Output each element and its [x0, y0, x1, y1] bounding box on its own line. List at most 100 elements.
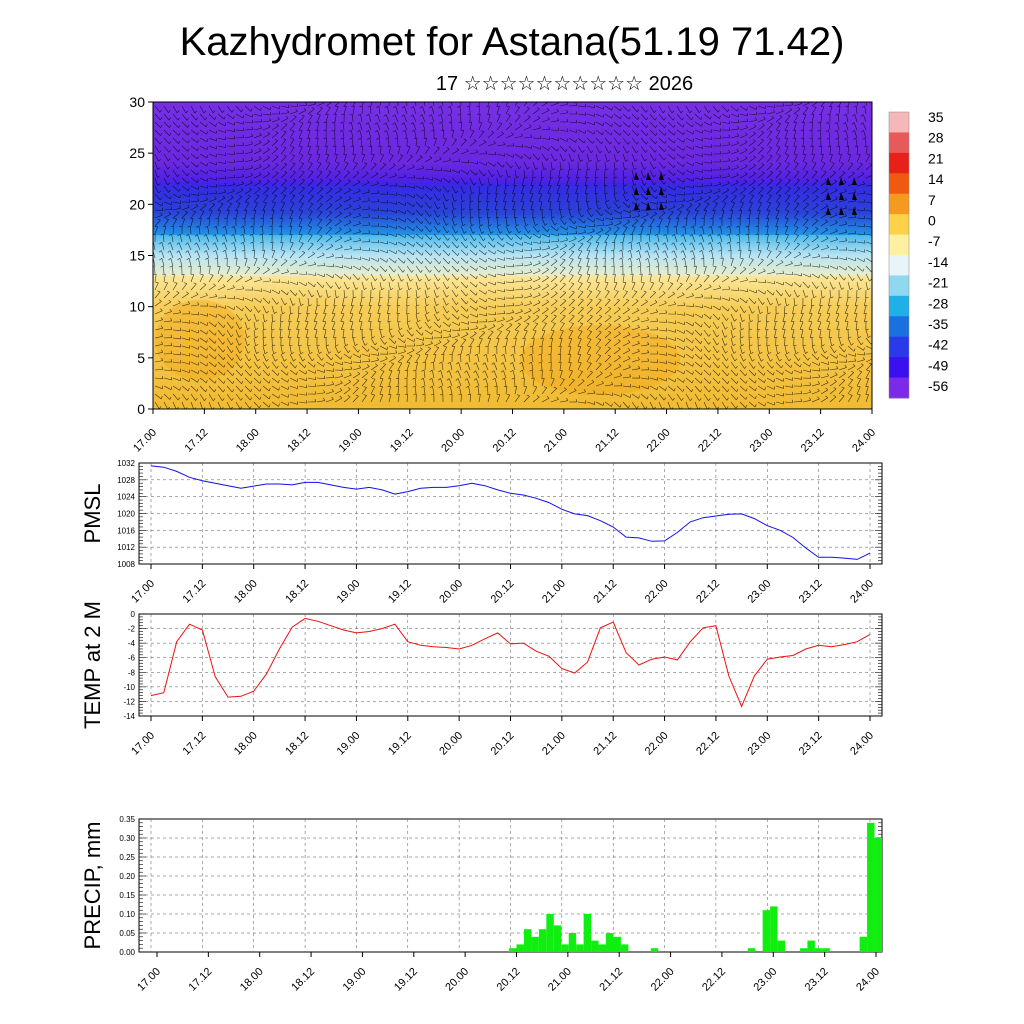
temp-panel: 0 -2 -4 -6 -8 -10 -12 -14 17.00 17.12 18.00 18.12 19…	[80, 601, 883, 758]
precip-bar	[531, 936, 539, 952]
colorbar-label: 21	[928, 150, 944, 166]
x-tick-label: 23.00	[745, 578, 773, 606]
x-tick-label: 19.12	[386, 578, 414, 606]
x-tick-label: 22.12	[694, 578, 722, 606]
x-tick-label: 17.00	[131, 427, 159, 455]
y-tick-label: 0.10	[119, 910, 135, 919]
precip-bar	[523, 929, 532, 952]
y-tick-label: 0.15	[119, 891, 135, 900]
x-tick-label: 21.00	[540, 578, 568, 606]
y-tick-label: 25	[129, 145, 145, 161]
colorbar-label: 14	[928, 171, 944, 187]
x-tick-label: 19.12	[392, 966, 420, 994]
wind-barbs	[153, 102, 872, 409]
x-tick-label: 18.12	[289, 966, 317, 994]
x-tick-label: 19.12	[388, 427, 416, 455]
x-tick-label: 17.12	[181, 578, 209, 606]
x-tick-label: 23.12	[799, 427, 827, 455]
y-tick-label: 15	[129, 248, 145, 264]
precip-bar	[591, 940, 599, 952]
colorbar-label: -21	[928, 275, 948, 291]
precip-bar	[650, 948, 659, 952]
colorbar-swatch	[889, 316, 909, 338]
x-tick-label: 22.12	[694, 730, 722, 758]
y-tick-label: 0.20	[119, 872, 135, 881]
x-tick-label: 18.00	[238, 966, 266, 994]
wind-pennants	[634, 172, 857, 215]
colorbar-label: -7	[928, 233, 941, 249]
y-tick-label: 1028	[117, 476, 135, 485]
precip-bar	[814, 948, 823, 952]
cross-section-panel: 0 5 10 15 20 25 30 17.00 17.12 18.00 18.12 19.00 19.…	[129, 94, 878, 455]
y-tick-label: 1016	[117, 526, 135, 535]
y-tick-label: -14	[123, 712, 135, 721]
x-tick-label: 23.12	[797, 730, 825, 758]
y-axis-label: PMSL	[80, 484, 105, 544]
x-tick-label: 19.12	[386, 730, 414, 758]
precip-bar	[613, 936, 621, 952]
x-tick-label: 23.00	[747, 427, 775, 455]
colorbar-label: 7	[928, 192, 936, 208]
colorbar-swatch	[889, 132, 909, 154]
warm-core	[155, 300, 245, 380]
precip-bar	[807, 940, 815, 952]
x-tick-label: 22.00	[643, 578, 671, 606]
precip-bar	[762, 910, 771, 952]
precip-bar	[598, 944, 607, 952]
x-tick-label: 23.12	[803, 966, 831, 994]
y-tick-label: 0.30	[119, 834, 135, 843]
x-tick-label: 20.12	[489, 730, 517, 758]
x-tick-label: 17.12	[181, 730, 209, 758]
x-tick-label: 19.00	[335, 578, 363, 606]
x-tick-label: 18.00	[232, 730, 260, 758]
colorbar-label: -56	[928, 378, 948, 394]
x-tick-label: 21.00	[546, 966, 574, 994]
x-tick-label: 21.12	[593, 427, 621, 455]
precip-bar	[867, 822, 875, 952]
y-tick-label: 1032	[117, 459, 135, 468]
colorbar-swatch	[889, 214, 909, 236]
x-tick-label: 20.00	[443, 966, 471, 994]
precip-bar	[822, 948, 830, 952]
x-tick-label: 22.00	[649, 966, 677, 994]
x-tick-label: 22.12	[696, 427, 724, 455]
precip-bar	[546, 914, 554, 952]
precip-bar	[859, 936, 868, 952]
precip-bar	[516, 944, 524, 952]
precip-bar	[538, 929, 547, 952]
precip-bar	[770, 906, 778, 952]
colorbar-swatch	[889, 234, 909, 256]
precip-bar	[576, 944, 584, 952]
precip-bar	[583, 914, 592, 952]
precip-bar	[553, 925, 562, 952]
colorbar-swatch	[889, 193, 909, 215]
y-axis-label: PRECIP, mm	[80, 822, 105, 950]
x-tick-label: 20.12	[495, 966, 523, 994]
y-tick-label: 0.35	[119, 815, 135, 824]
y-tick-label: 1024	[117, 493, 135, 502]
x-tick-label: 21.12	[591, 730, 619, 758]
x-tick-label: 17.12	[187, 966, 215, 994]
y-tick-label: -2	[128, 625, 136, 634]
colorbar: 35 28 21 14 7 0 -7 -14 -21 -28 -35 -42 -49 -56	[888, 109, 948, 399]
colorbar-label: -28	[928, 295, 948, 311]
chart-title: Kazhydromet for Astana(51.19 71.42)	[179, 20, 845, 64]
precip-bar	[874, 838, 882, 952]
x-tick-label: 22.00	[645, 427, 673, 455]
colorbar-swatch	[889, 152, 909, 174]
y-tick-label: 5	[137, 350, 145, 366]
colorbar-swatch	[889, 173, 909, 195]
x-tick-label: 23.12	[797, 578, 825, 606]
x-tick-label: 23.00	[745, 730, 773, 758]
y-tick-label: 0.25	[119, 853, 135, 862]
colorbar-swatch	[889, 255, 909, 276]
x-tick-label: 24.00	[850, 427, 878, 455]
precip-bar	[747, 948, 756, 952]
x-tick-label: 21.12	[591, 578, 619, 606]
precip-bar	[509, 948, 517, 952]
precip-bar	[568, 933, 577, 952]
x-tick-label: 24.00	[848, 578, 876, 606]
y-tick-label: 0.05	[119, 929, 135, 938]
colorbar-label: -14	[928, 254, 948, 270]
y-tick-label: 20	[129, 196, 145, 212]
